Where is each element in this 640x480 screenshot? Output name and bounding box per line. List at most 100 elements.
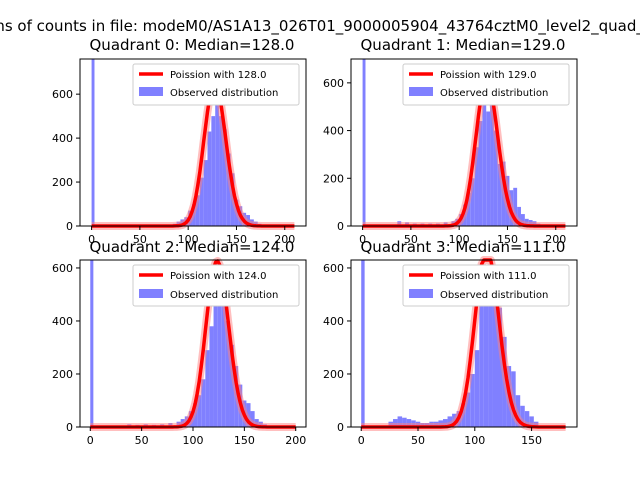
hist-bar <box>482 101 487 226</box>
subplot-title: Quadrant 0: Median=128.0 <box>90 36 295 54</box>
x-tick-label: 100 <box>178 233 199 246</box>
x-tick-label: 150 <box>521 434 542 447</box>
hist-bar <box>203 160 208 226</box>
hist-bar <box>493 130 498 226</box>
y-tick-label: 600 <box>52 262 73 275</box>
legend-observed-label: Observed distribution <box>440 290 548 301</box>
legend: Poission with 124.0 Observed distributio… <box>132 264 300 307</box>
hist-bar <box>213 289 218 427</box>
y-tick-label: 0 <box>337 421 344 434</box>
hist-bar <box>226 153 231 226</box>
legend: Poission with 111.0 Observed distributio… <box>402 264 570 307</box>
hist-bar <box>474 350 480 427</box>
hist-bar <box>229 344 235 427</box>
y-tick-label: 600 <box>323 77 344 90</box>
legend-bar-swatch <box>139 87 163 96</box>
hist-bar <box>470 373 475 427</box>
x-tick-label: 200 <box>545 233 566 246</box>
hist-bar-zero <box>361 260 365 427</box>
hist-bar <box>222 129 227 226</box>
legend: Poission with 129.0 Observed distributio… <box>402 63 570 106</box>
x-tick-label: 150 <box>226 233 247 246</box>
x-tick-label: 0 <box>87 434 94 447</box>
legend-box <box>402 264 570 307</box>
hist-bar <box>520 214 525 226</box>
y-tick-label: 0 <box>337 220 344 233</box>
hist-bar <box>479 305 484 427</box>
x-tick-label: 50 <box>411 434 425 447</box>
hist-bar <box>201 379 206 427</box>
x-tick-label: 100 <box>183 434 204 447</box>
hist-bar <box>447 416 453 427</box>
hist-bar <box>486 111 491 226</box>
hist-bar <box>250 411 255 427</box>
hist-bar <box>195 195 200 226</box>
legend-box <box>132 63 300 106</box>
hist-bar <box>497 163 502 226</box>
hist-bar <box>513 187 518 226</box>
legend-poisson-label: Poission with 128.0 <box>170 70 266 81</box>
hist-bar <box>474 147 479 226</box>
subplot-title: Quadrant 3: Median=111.0 <box>361 238 566 256</box>
x-tick-label: 100 <box>464 434 485 447</box>
legend-bar-swatch <box>409 87 433 96</box>
x-tick-label: 150 <box>497 233 518 246</box>
hist-bar <box>217 283 222 427</box>
x-tick-label: 200 <box>274 233 295 246</box>
hist-bar <box>470 178 475 226</box>
legend-box <box>402 63 570 106</box>
hist-bar <box>465 392 471 427</box>
y-tick-label: 200 <box>52 176 73 189</box>
legend-observed-label: Observed distribution <box>170 88 278 99</box>
hist-bar <box>199 177 204 226</box>
subplot-title: Quadrant 2: Median=124.0 <box>90 238 295 256</box>
hist-bar <box>483 302 489 427</box>
hist-bar <box>225 320 230 427</box>
axes-frame <box>350 58 578 227</box>
hist-bar-zero <box>90 260 94 427</box>
hist-bar <box>219 116 223 226</box>
y-tick-label: 400 <box>52 315 73 328</box>
x-tick-label: 150 <box>234 434 255 447</box>
hist-bar <box>466 192 471 226</box>
y-tick-label: 400 <box>323 315 344 328</box>
hist-bar <box>517 206 521 226</box>
legend-bar-swatch <box>139 289 163 298</box>
hist-bar <box>524 411 530 427</box>
legend-poisson-label: Poission with 129.0 <box>440 70 536 81</box>
hist-bar <box>207 131 212 226</box>
hist-bar-zero <box>362 59 366 226</box>
x-tick-label: 200 <box>285 434 306 447</box>
legend-poisson-label: Poission with 111.0 <box>440 271 536 282</box>
x-tick-label: 100 <box>449 233 470 246</box>
hist-bar <box>488 294 493 427</box>
plot-area: 0 50 100 150 200 0 200 400 600 <box>52 58 307 246</box>
hist-bar <box>397 416 403 427</box>
subplot-quadrant-0: Quadrant 0: Median=128.0 0 50 100 150 200 0 20… <box>52 36 307 246</box>
legend-observed-label: Observed distribution <box>170 290 278 301</box>
x-tick-label: 50 <box>133 233 147 246</box>
hist-bar <box>221 305 226 427</box>
x-tick-label: 0 <box>88 233 95 246</box>
legend-poisson-label: Poission with 124.0 <box>170 271 266 282</box>
y-tick-label: 200 <box>323 368 344 381</box>
hist-bar <box>197 395 202 427</box>
hist-bar <box>490 99 494 226</box>
legend-bar-swatch <box>409 289 433 298</box>
x-tick-label: 50 <box>404 233 418 246</box>
hist-bar <box>211 116 216 226</box>
axes-frame <box>79 58 307 227</box>
axes-frame <box>350 259 578 428</box>
x-tick-label: 0 <box>359 233 366 246</box>
y-tick-label: 600 <box>52 88 73 101</box>
y-tick-label: 400 <box>52 132 73 145</box>
hist-bar <box>205 350 210 427</box>
figure-suptitle: Histograms of counts in file: modeM0/AS1… <box>0 17 640 36</box>
hist-bar <box>492 273 498 427</box>
subplot-title: Quadrant 1: Median=129.0 <box>361 36 566 54</box>
x-tick-label: 50 <box>135 434 149 447</box>
y-tick-label: 600 <box>323 262 344 275</box>
hist-bar <box>478 121 483 226</box>
x-tick-label: 0 <box>358 434 365 447</box>
